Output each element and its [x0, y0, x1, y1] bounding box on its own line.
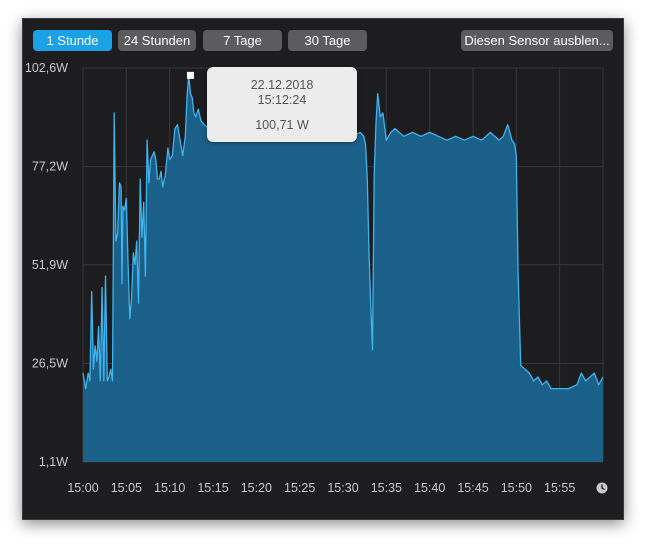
tooltip-time: 15:12:24: [257, 93, 307, 107]
range-button-30d[interactable]: 30 Tage: [288, 30, 367, 51]
highlight-marker: [186, 71, 194, 79]
clock-icon: [596, 482, 608, 494]
x-tick-label: 15:35: [371, 481, 402, 495]
hide-sensor-button[interactable]: Diesen Sensor ausblen...: [461, 30, 613, 51]
x-tick-label: 15:05: [111, 481, 142, 495]
range-button-1h[interactable]: 1 Stunde: [33, 30, 112, 51]
range-button-24h[interactable]: 24 Stunden: [118, 30, 196, 51]
tooltip-date: 22.12.2018: [250, 78, 314, 92]
y-tick-label: 77,2W: [32, 160, 68, 174]
y-tick-label: 1,1W: [39, 455, 68, 469]
x-tick-label: 15:25: [284, 481, 315, 495]
tooltip-value: 100,71 W: [255, 118, 309, 132]
x-tick-label: 15:00: [67, 481, 98, 495]
x-tick-label: 15:40: [414, 481, 445, 495]
x-tick-label: 15:10: [154, 481, 185, 495]
range-button-7d[interactable]: 7 Tage: [203, 30, 282, 51]
y-tick-label: 102,6W: [25, 61, 68, 75]
x-tick-label: 15:45: [457, 481, 488, 495]
x-tick-label: 15:30: [327, 481, 358, 495]
series-area: [83, 75, 603, 463]
chart-tooltip: 22.12.2018 15:12:24 100,71 W: [207, 67, 357, 142]
y-tick-label: 51,9W: [32, 258, 68, 272]
x-tick-label: 15:50: [501, 481, 532, 495]
x-tick-label: 15:20: [241, 481, 272, 495]
x-tick-label: 15:15: [197, 481, 228, 495]
y-tick-label: 26,5W: [32, 356, 68, 370]
x-tick-label: 15:55: [544, 481, 575, 495]
